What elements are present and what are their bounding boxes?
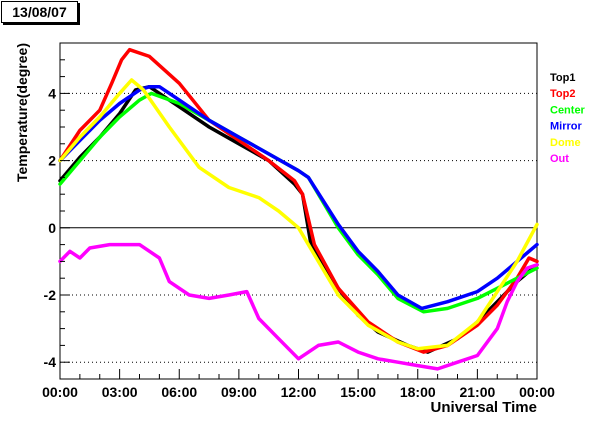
series-line-top1 [58, 84, 539, 354]
legend-entry-mirror: Mirror [550, 121, 583, 133]
legend-entry-top1: Top1 [550, 72, 575, 84]
x-tick-label: 18:00 [400, 384, 436, 400]
series-line-mirror [58, 84, 539, 311]
y-tick-label: 0 [48, 220, 56, 236]
x-tick-label: 09:00 [221, 384, 257, 400]
x-tick-label: 21:00 [459, 384, 495, 400]
legend-entry-center: Center [550, 104, 586, 116]
x-tick-label: 12:00 [281, 384, 317, 400]
legend-entry-out: Out [550, 153, 569, 165]
series-line-out [58, 242, 539, 371]
series-line-top2 [58, 47, 539, 354]
x-tick-label: 03:00 [102, 384, 138, 400]
date-stamp: 13/08/07 [1, 1, 78, 23]
x-tick-label: 06:00 [161, 384, 197, 400]
y-tick-label: -2 [44, 287, 57, 303]
x-axis-title: Universal Time [431, 399, 537, 416]
series-line-dome [58, 78, 539, 351]
y-axis-title: Temperature(degree) [14, 43, 30, 182]
x-tick-label: 00:00 [519, 384, 555, 400]
x-tick-label: 00:00 [42, 384, 78, 400]
y-tick-label: 2 [48, 153, 56, 169]
y-tick-label: -4 [44, 354, 57, 370]
y-tick-label: 4 [48, 85, 56, 101]
x-tick-label: 15:00 [340, 384, 376, 400]
legend-entry-dome: Dome [550, 137, 581, 149]
legend-entry-top2: Top2 [550, 88, 575, 100]
series-line-center [58, 91, 539, 314]
